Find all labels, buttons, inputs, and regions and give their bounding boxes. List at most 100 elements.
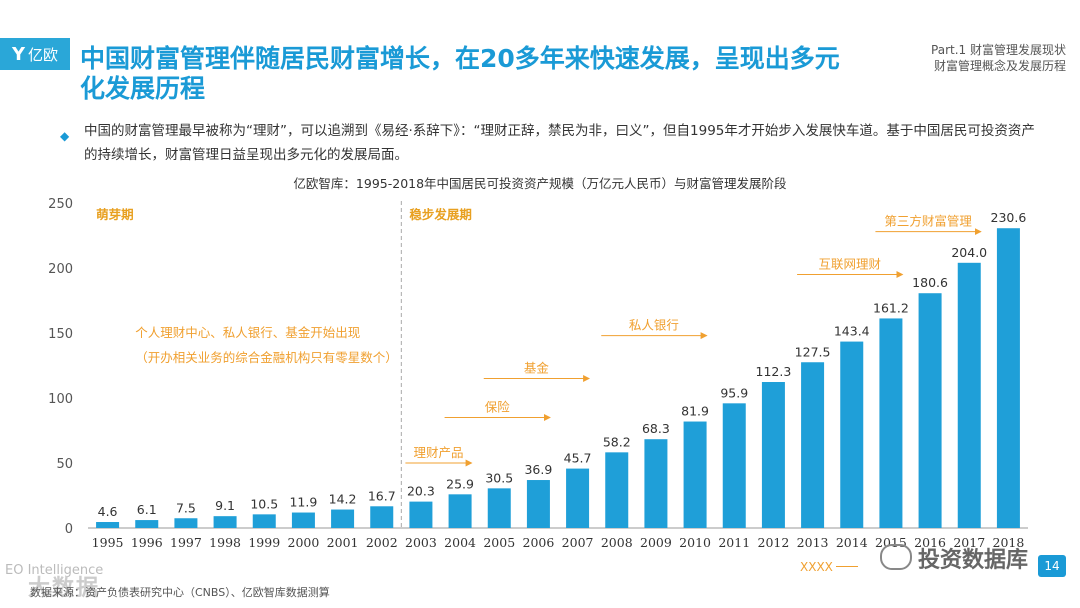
y-tick-label: 150	[48, 327, 73, 342]
bar-value-label: 58.2	[603, 434, 631, 449]
bar	[291, 512, 315, 528]
x-tick-label: 2003	[405, 535, 437, 550]
eo-intelligence-text: EO Intelligence	[5, 563, 104, 578]
bar	[996, 228, 1020, 528]
bar	[526, 480, 550, 528]
bar-value-label: 95.9	[720, 385, 748, 400]
logo: Y 亿欧	[0, 38, 70, 70]
x-tick-label: 2008	[601, 535, 633, 550]
page-number: 14	[1038, 555, 1066, 577]
phase-label: 萌芽期	[96, 207, 134, 222]
bar	[213, 516, 237, 528]
y-tick-label: 50	[56, 457, 73, 472]
bar	[683, 421, 707, 528]
wechat-icon	[880, 544, 912, 570]
x-tick-label: 2018	[993, 535, 1025, 550]
annotation-label: 私人银行	[629, 318, 679, 333]
bar-value-label: 127.5	[795, 344, 831, 359]
x-tick-label: 2004	[444, 535, 476, 550]
bar-value-label: 45.7	[564, 451, 592, 466]
bar	[840, 341, 864, 528]
x-tick-label: 1997	[170, 535, 202, 550]
x-tick-label: 2002	[366, 535, 398, 550]
intro-bullet: ◆ 中国的财富管理最早被称为“理财”，可以追溯到《易经·系辞下》：“理财正辞，禁…	[60, 119, 1040, 167]
x-tick-label: 2012	[758, 535, 790, 550]
bar-value-label: 30.5	[485, 470, 513, 485]
x-tick-label: 1996	[131, 535, 163, 550]
bar-value-label: 161.2	[873, 300, 909, 315]
bar	[722, 403, 746, 528]
bar	[174, 518, 198, 528]
annotation-label: 第三方财富管理	[884, 214, 972, 229]
annotation-label: 理财产品	[413, 445, 463, 460]
bar	[605, 452, 629, 528]
y-tick-label: 250	[48, 197, 73, 212]
watermark-right: 投资数据库	[918, 548, 1029, 573]
section-label-line1: Part.1 财富管理发展现状	[931, 43, 1066, 57]
y-tick-label: 0	[65, 522, 73, 537]
bar-value-label: 25.9	[446, 476, 474, 491]
x-tick-label: 2009	[640, 535, 672, 550]
bar	[644, 439, 668, 528]
x-tick-label: 2016	[914, 535, 946, 550]
bar-value-label: 4.6	[98, 504, 118, 519]
bar-value-label: 10.5	[250, 496, 278, 511]
bar-chart: 0 50 100 150 200 250 4.6 1995 6.1 1996 7.5 1997 9.1 1…	[48, 197, 1028, 550]
bar-value-label: 9.1	[215, 498, 235, 513]
x-tick-label: 2000	[288, 535, 320, 550]
early-note-line2: （开办相关业务的综合金融机构只有零星数个）	[135, 350, 398, 365]
section-label: Part.1 财富管理发展现状 财富管理概念及发展历程	[931, 42, 1066, 74]
bar	[370, 506, 394, 528]
y-tick-label: 100	[48, 392, 73, 407]
x-tick-label: 2013	[797, 535, 829, 550]
chart-title: 亿欧智库：1995-2018年中国居民可投资资产规模（万亿元人民币）与财富管理发…	[293, 176, 787, 191]
bar-value-label: 204.0	[951, 245, 987, 260]
bar	[879, 318, 903, 528]
bar-value-label: 6.1	[137, 502, 157, 517]
bar	[487, 488, 511, 528]
watermark-left: 大数据	[28, 576, 101, 601]
bar	[566, 468, 590, 528]
x-tick-label: 2011	[718, 535, 750, 550]
intro-text: 中国的财富管理最早被称为“理财”，可以追溯到《易经·系辞下》：“理财正辞，禁民为…	[84, 123, 1035, 163]
bar-value-label: 11.9	[289, 495, 317, 510]
bar-value-label: 36.9	[524, 462, 552, 477]
bar	[135, 520, 159, 528]
x-tick-label: 2014	[836, 535, 868, 550]
bar-value-label: 14.2	[329, 492, 357, 507]
source-note: 数据来源：资产负债表研究中心（CNBS）、亿欧智库数据测算	[30, 586, 330, 599]
xxxx-label: XXXX	[800, 560, 833, 574]
x-tick-label: 2005	[483, 535, 515, 550]
bar-value-label: 68.3	[642, 421, 670, 436]
bar-value-label: 230.6	[991, 210, 1027, 225]
page-title: 中国财富管理伴随居民财富增长，在20多年来快速发展，呈现出多元化发展历程	[80, 44, 840, 103]
bar	[96, 522, 120, 528]
annotation-label: 互联网理财	[818, 257, 881, 272]
bar	[801, 362, 825, 528]
x-tick-label: 1995	[92, 535, 124, 550]
bar	[252, 514, 276, 528]
logo-mark-icon: Y	[11, 43, 26, 65]
x-tick-label: 1998	[209, 535, 241, 550]
early-note-line1: 个人理财中心、私人银行、基金开始出现	[135, 325, 360, 340]
bar-value-label: 112.3	[756, 364, 792, 379]
annotation-label: 基金	[524, 361, 550, 376]
bar-value-label: 16.7	[368, 488, 396, 503]
x-tick-label: 2001	[327, 535, 359, 550]
bar	[448, 494, 472, 528]
bar-value-label: 20.3	[407, 484, 435, 499]
y-tick-label: 200	[48, 262, 73, 277]
bar-value-label: 143.4	[834, 324, 870, 339]
section-label-line2: 财富管理概念及发展历程	[933, 59, 1066, 73]
bar	[957, 262, 981, 528]
bar	[761, 382, 785, 528]
bar	[409, 501, 433, 528]
bar	[331, 509, 355, 528]
x-tick-label: 2007	[562, 535, 594, 550]
phase-label: 稳步发展期	[409, 207, 472, 222]
bullet-diamond-icon: ◆	[60, 129, 70, 143]
bar-value-label: 180.6	[912, 275, 948, 290]
x-tick-label: 2010	[679, 535, 711, 550]
x-tick-label: 1999	[248, 535, 280, 550]
x-tick-label: 2006	[523, 535, 555, 550]
